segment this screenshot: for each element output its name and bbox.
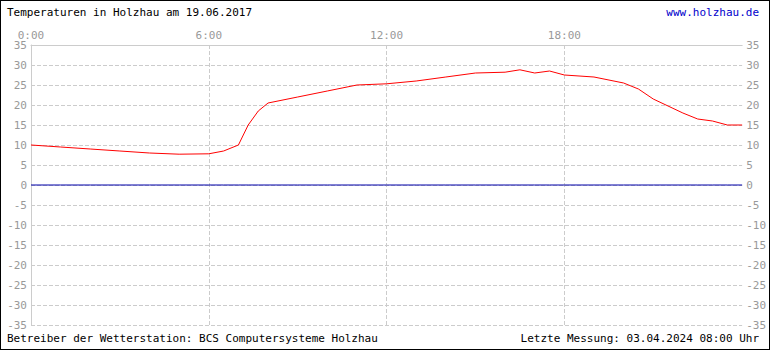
svg-text:25: 25 (746, 79, 759, 92)
svg-text:-10: -10 (7, 219, 27, 232)
svg-text:Temperaturen in Holzhau am 19.: Temperaturen in Holzhau am 19.06.2017 (7, 6, 252, 19)
svg-text:-20: -20 (7, 259, 27, 272)
svg-text:0: 0 (746, 179, 753, 192)
svg-text:30: 30 (746, 59, 759, 72)
svg-text:-5: -5 (14, 199, 27, 212)
svg-text:-20: -20 (746, 259, 766, 272)
svg-text:18:00: 18:00 (548, 29, 581, 42)
svg-text:-35: -35 (7, 319, 27, 332)
svg-text:15: 15 (746, 119, 759, 132)
svg-text:-25: -25 (746, 279, 766, 292)
svg-text:10: 10 (14, 139, 27, 152)
svg-text:0:00: 0:00 (18, 29, 45, 42)
svg-text:Letzte Messung: 03.04.2024 08:: Letzte Messung: 03.04.2024 08:00 Uhr (521, 332, 760, 345)
svg-text:20: 20 (746, 99, 759, 112)
svg-text:35: 35 (746, 39, 759, 52)
svg-text:Betreiber der Wetterstation: B: Betreiber der Wetterstation: BCS Compute… (7, 332, 378, 345)
svg-text:-15: -15 (7, 239, 27, 252)
svg-text:5: 5 (20, 159, 27, 172)
svg-text:25: 25 (14, 79, 27, 92)
svg-text:15: 15 (14, 119, 27, 132)
svg-text:0: 0 (20, 179, 27, 192)
svg-text:10: 10 (746, 139, 759, 152)
svg-text:-10: -10 (746, 219, 766, 232)
svg-text:-35: -35 (746, 319, 766, 332)
svg-text:30: 30 (14, 59, 27, 72)
svg-text:6:00: 6:00 (196, 29, 223, 42)
svg-text:www.holzhau.de: www.holzhau.de (666, 6, 759, 19)
svg-text:5: 5 (746, 159, 753, 172)
svg-text:20: 20 (14, 99, 27, 112)
svg-text:-5: -5 (746, 199, 759, 212)
svg-text:35: 35 (13, 38, 27, 52)
svg-text:-15: -15 (746, 239, 766, 252)
svg-text:12:00: 12:00 (370, 29, 403, 42)
svg-text:-30: -30 (7, 299, 27, 312)
svg-text:-25: -25 (7, 279, 27, 292)
svg-text:-30: -30 (746, 299, 766, 312)
